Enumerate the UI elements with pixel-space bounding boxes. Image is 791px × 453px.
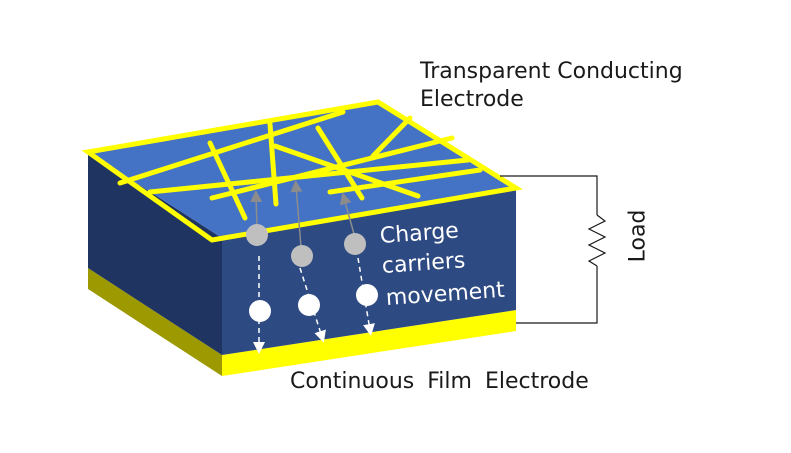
resistor-zigzag-icon (587, 214, 607, 267)
top-electrode-label-line2: Electrode (420, 87, 524, 112)
circle-particle-icon (249, 300, 271, 322)
circle-particle-icon (246, 224, 268, 246)
circle-particle-icon (356, 284, 378, 306)
circle-particle-icon (344, 233, 366, 255)
active-layer-front (222, 188, 516, 355)
circle-particle-icon (298, 294, 320, 316)
bottom-electrode-side (88, 268, 222, 376)
bottom-electrode-front (222, 310, 516, 376)
top-electrode-label-line1: Transparent Conducting (420, 59, 683, 84)
bottom-electrode-label: Continuous Film Electrode (290, 369, 589, 394)
circle-particle-icon (291, 245, 313, 267)
top-electrode-label: Transparent Conducting Electrode (420, 58, 683, 114)
load-circuit (500, 175, 607, 324)
load-label: Load (625, 209, 651, 263)
charge-label-line2: carriers (381, 248, 467, 279)
charge-carriers (246, 180, 378, 354)
active-layer-side (88, 152, 222, 355)
nanowire-mesh (81, 99, 523, 243)
